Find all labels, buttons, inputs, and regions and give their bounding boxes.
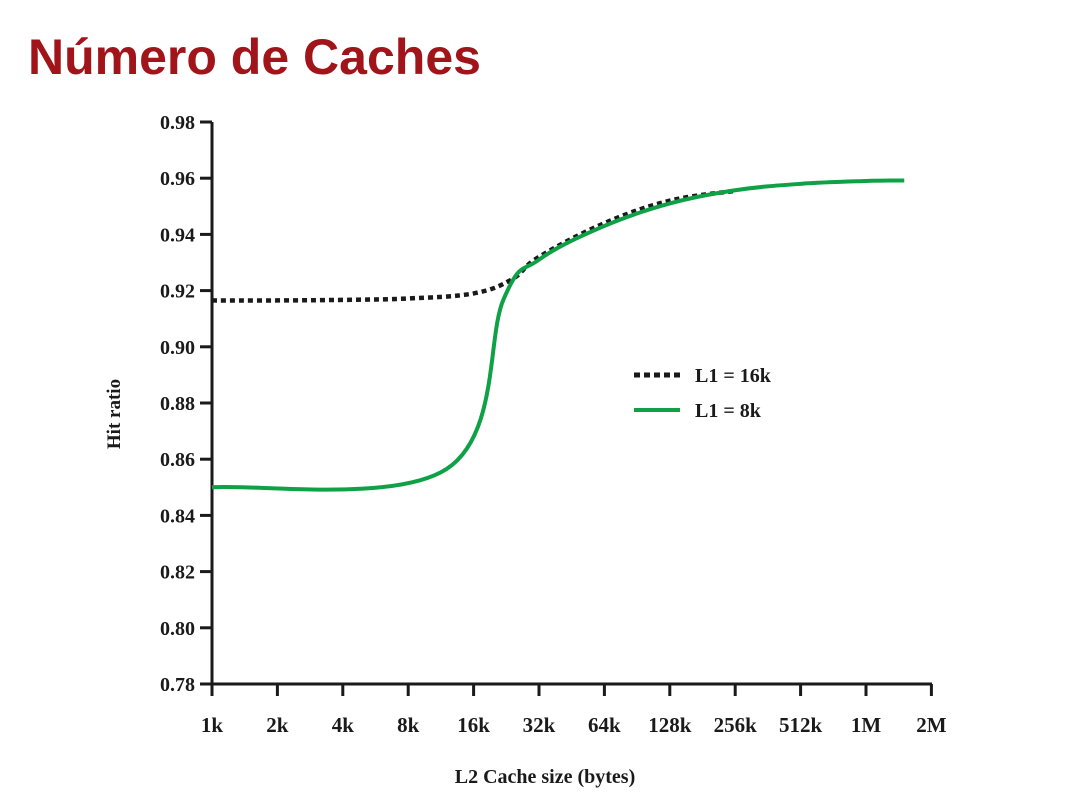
y-axis-label: Hit ratio — [104, 379, 125, 449]
y-tick-label: 0.94 — [160, 224, 195, 246]
x-tick-label: 2k — [266, 713, 289, 737]
series-line-2 — [211, 178, 905, 492]
x-axis-label: L2 Cache size (bytes) — [455, 766, 636, 788]
x-tick-label: 512k — [779, 713, 823, 737]
chart-axes: 0.78 0.80 0.82 0.84 0.86 0.88 0.90 0.92 0.94 0.96… — [160, 112, 947, 737]
x-tick-label: 1M — [851, 713, 882, 737]
y-tick-label: 0.90 — [160, 337, 195, 359]
y-tick-label: 0.92 — [160, 281, 195, 303]
y-tick-label: 0.98 — [160, 112, 195, 134]
y-tick-label: 0.88 — [160, 393, 195, 415]
x-tick-label: 32k — [523, 713, 556, 737]
y-tick-label: 0.78 — [160, 674, 195, 696]
y-tick-label: 0.84 — [160, 505, 195, 527]
x-tick-label: 256k — [714, 713, 758, 737]
legend-label-2: L1 = 8k — [695, 400, 762, 422]
x-tick-label: 128k — [648, 713, 692, 737]
x-tick-label: 16k — [457, 713, 490, 737]
x-tick-label: 2M — [916, 713, 947, 737]
x-tick-label: 1k — [201, 713, 224, 737]
x-tick-label: 4k — [332, 713, 355, 737]
chart-series — [211, 178, 905, 492]
x-tick-label: 8k — [397, 713, 420, 737]
y-tick-label: 0.96 — [160, 168, 195, 190]
x-tick-label: 64k — [588, 713, 621, 737]
chart-legend: L1 = 16k L1 = 8k — [634, 365, 772, 422]
legend-label-1: L1 = 16k — [695, 365, 772, 387]
series-line-1 — [211, 188, 736, 303]
y-tick-label: 0.86 — [160, 449, 195, 471]
y-tick-label: 0.80 — [160, 618, 195, 640]
y-tick-label: 0.82 — [160, 562, 195, 584]
page-title: Número de Caches — [28, 29, 481, 85]
